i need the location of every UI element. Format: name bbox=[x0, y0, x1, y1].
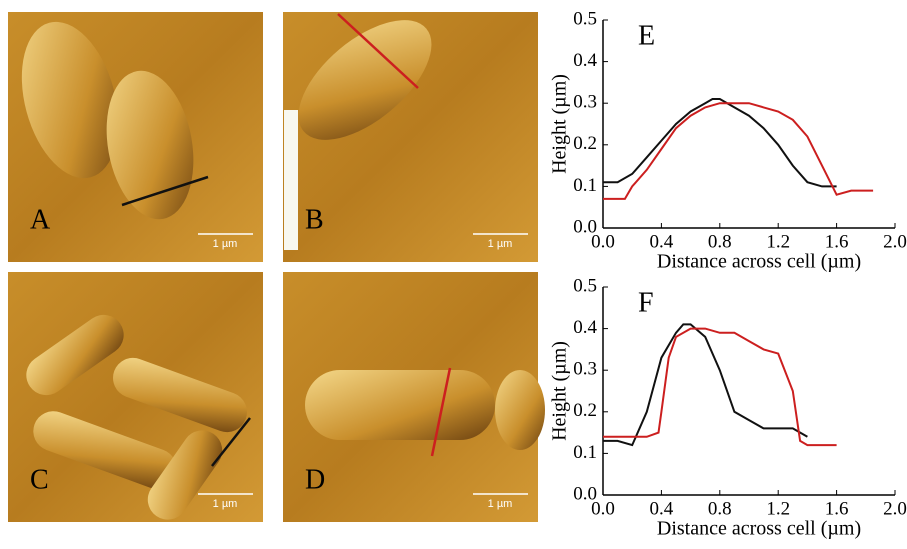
x-tick-label: 1.2 bbox=[766, 231, 790, 252]
y-tick-label: 0.1 bbox=[573, 442, 597, 463]
x-tick-label: 2.0 bbox=[883, 498, 907, 519]
y-tick-label: 0.3 bbox=[573, 359, 597, 380]
x-axis-label: Distance across cell (µm) bbox=[657, 518, 861, 540]
y-axis-label: Height (µm) bbox=[549, 341, 571, 441]
scale-bar-label: 1 µm bbox=[488, 498, 513, 510]
figure: A1 µmB1 µmC1 µmD1 µm 0.00.10.20.30.40.50… bbox=[0, 0, 907, 549]
panel-label: E bbox=[638, 20, 655, 51]
scale-bar-label: 1 µm bbox=[213, 498, 238, 510]
x-tick-label: 1.6 bbox=[825, 231, 849, 252]
scale-bar-label: 1 µm bbox=[488, 238, 513, 250]
x-axis-label: Distance across cell (µm) bbox=[657, 251, 861, 273]
profile-curve bbox=[603, 103, 873, 199]
x-tick-label: 0.8 bbox=[708, 231, 732, 252]
profile-curve bbox=[603, 99, 837, 186]
y-tick-label: 0.2 bbox=[573, 400, 597, 421]
profile-curve bbox=[603, 324, 807, 445]
y-tick-label: 0.4 bbox=[573, 50, 597, 71]
y-axis-label: Height (µm) bbox=[549, 74, 571, 174]
x-tick-label: 0.4 bbox=[650, 498, 674, 519]
profile-curve bbox=[603, 329, 837, 446]
y-tick-label: 0.4 bbox=[573, 317, 597, 338]
panel-label: B bbox=[305, 204, 324, 235]
x-tick-label: 0.8 bbox=[708, 498, 732, 519]
panel-label: C bbox=[30, 464, 49, 495]
x-tick-label: 0.4 bbox=[650, 231, 674, 252]
panel-label: D bbox=[305, 464, 325, 495]
x-tick-label: 1.6 bbox=[825, 498, 849, 519]
charts: 0.0 0.1 0.2 0.3 0.4 0.5 0.0 0.4 0.8 1.2 1.6 2.0 Dist… bbox=[549, 8, 907, 539]
x-tick-label: 0.0 bbox=[591, 231, 615, 252]
panel-label: A bbox=[30, 204, 51, 235]
y-tick-label: 0.5 bbox=[573, 275, 597, 296]
scale-bar-label: 1 µm bbox=[213, 238, 238, 250]
y-tick-label: 0.1 bbox=[573, 175, 597, 196]
y-tick-label: 0.2 bbox=[573, 133, 597, 154]
y-tick-label: 0.3 bbox=[573, 92, 597, 113]
x-tick-label: 2.0 bbox=[883, 231, 907, 252]
y-tick-label: 0.5 bbox=[573, 8, 597, 29]
x-tick-label: 1.2 bbox=[766, 498, 790, 519]
afm-images: A 1 µm B 1 µm C 1 µm D 1 µm bbox=[6, 0, 545, 527]
panel-label: F bbox=[638, 287, 654, 318]
x-tick-label: 0.0 bbox=[591, 498, 615, 519]
